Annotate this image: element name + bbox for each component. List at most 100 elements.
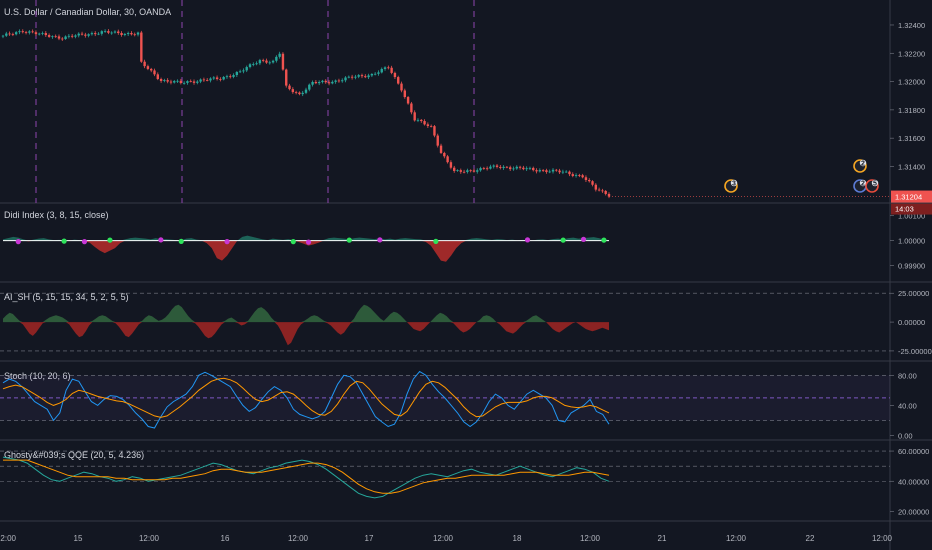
stoch-k-line xyxy=(2,370,610,429)
candle-body xyxy=(528,167,532,169)
candle-body xyxy=(31,31,34,33)
time-axis: 12:00 15 12:00 16 12:00 17 12:00 18 12:00 21 12:00… xyxy=(0,534,893,543)
candle-body xyxy=(341,80,344,82)
candle-body xyxy=(380,68,383,73)
qqe-pane xyxy=(0,450,890,499)
candle-body xyxy=(1,35,5,37)
candle-body xyxy=(238,71,242,73)
candle-body xyxy=(80,33,84,35)
didi-positive-area xyxy=(3,235,609,241)
stoch-tick-label: 40.00 xyxy=(898,401,917,410)
candle-body xyxy=(133,34,136,36)
candle-body xyxy=(433,126,436,136)
candle-body xyxy=(61,38,64,40)
candle-body xyxy=(288,85,291,90)
candle-body xyxy=(436,135,439,146)
ai-pane xyxy=(0,292,890,352)
candle-body xyxy=(344,77,347,81)
candle-body xyxy=(255,63,258,65)
didi-signal-dot xyxy=(433,238,439,244)
candle-body xyxy=(548,171,551,173)
candle-body xyxy=(8,33,11,35)
time-tick-label: 12:00 xyxy=(288,534,309,543)
didi-tick-label: 1.00000 xyxy=(898,237,925,246)
didi-tick-label: 1.00100 xyxy=(898,212,925,221)
candle-body xyxy=(584,177,588,181)
candle-body xyxy=(551,169,555,172)
candle-body xyxy=(403,90,407,98)
candle-body xyxy=(607,193,611,197)
candle-body xyxy=(555,169,558,171)
event-badge xyxy=(730,179,738,187)
candle-body xyxy=(150,68,153,71)
candle-body xyxy=(476,170,479,172)
qqe-tick-label: 40.00000 xyxy=(898,477,929,486)
event-badge xyxy=(859,159,867,167)
candle-body xyxy=(100,31,104,34)
candle-body xyxy=(21,31,24,33)
candle-body xyxy=(591,181,594,185)
didi-signal-dot xyxy=(560,237,566,243)
candle-body xyxy=(242,70,245,72)
candle-body xyxy=(574,175,578,176)
candle-body xyxy=(232,75,235,77)
candle-body xyxy=(420,119,423,122)
candle-body xyxy=(173,81,176,83)
candle-body xyxy=(449,162,453,168)
candle-body xyxy=(370,73,374,76)
candle-body xyxy=(304,89,308,93)
candle-body xyxy=(219,79,222,80)
time-tick-label: 22 xyxy=(806,534,815,543)
candle-body xyxy=(571,174,574,176)
candle-body xyxy=(146,66,150,69)
candle-body xyxy=(314,81,318,84)
candle-body xyxy=(515,166,518,169)
time-tick-label: 12:00 xyxy=(872,534,893,543)
candle-body xyxy=(196,81,199,83)
didi-signal-dot xyxy=(601,237,607,243)
candle-body xyxy=(87,34,90,36)
candle-body xyxy=(77,33,80,36)
time-tick-label: 12:00 xyxy=(726,534,747,543)
candle-body xyxy=(426,124,430,126)
candle-body xyxy=(41,33,44,34)
event-badge xyxy=(871,179,879,187)
didi-signal-dot xyxy=(290,239,296,245)
candle-body xyxy=(199,79,202,82)
candle-body xyxy=(410,103,413,113)
event-markers[interactable]: 3 2 2 5 xyxy=(724,159,879,193)
candle-body xyxy=(268,62,271,64)
didi-signal-dot xyxy=(178,238,184,244)
candle-body xyxy=(308,84,311,90)
candle-body xyxy=(64,36,67,40)
stoch-pane xyxy=(0,370,890,429)
candle-body xyxy=(588,180,591,182)
didi-pane xyxy=(3,235,609,262)
candle-body xyxy=(182,82,186,84)
candle-body xyxy=(459,170,462,172)
candle-body xyxy=(5,33,8,36)
candle-body xyxy=(140,32,143,62)
time-tick-label: 12:00 xyxy=(580,534,601,543)
qqe-tick-label: 20.00000 xyxy=(898,507,929,516)
candle-body xyxy=(153,70,156,75)
candle-body xyxy=(532,167,535,171)
candle-body xyxy=(383,67,387,69)
didi-signal-dot xyxy=(377,237,383,243)
didi-signal-dot xyxy=(524,237,531,243)
candle-body xyxy=(373,73,377,75)
candle-body xyxy=(70,35,74,37)
candle-body xyxy=(285,69,288,86)
candle-body xyxy=(169,81,173,83)
candle-body xyxy=(54,36,57,38)
candle-body xyxy=(413,112,416,121)
candle-body xyxy=(11,34,15,35)
candle-body xyxy=(508,167,512,170)
ai-positive-area xyxy=(3,304,609,323)
didi-label: Didi Index (3, 8, 15, close) xyxy=(4,210,109,220)
candle-body xyxy=(123,34,127,36)
candle-body xyxy=(291,89,295,93)
candle-body xyxy=(502,166,505,168)
